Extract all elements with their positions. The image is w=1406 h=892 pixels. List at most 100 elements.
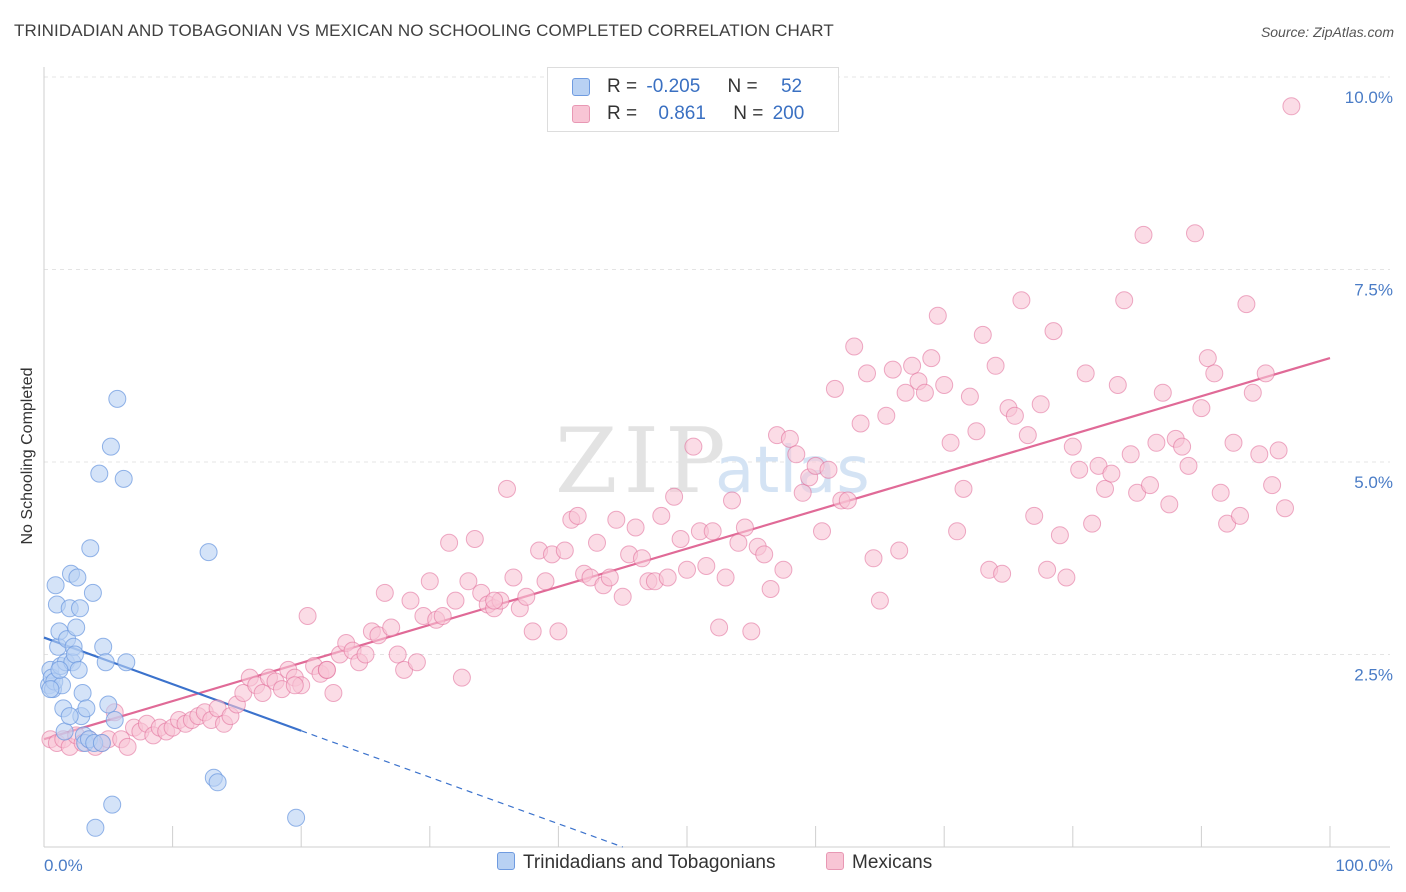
data-points: [40, 97, 1301, 837]
legend-n-value: 52: [780, 76, 803, 97]
point-trinidadian: [60, 707, 79, 726]
point-mexican: [633, 549, 651, 568]
point-mexican: [568, 506, 587, 525]
legend-r-label: R =: [607, 103, 638, 124]
watermark-zip: ZIP: [555, 409, 732, 514]
point-trinidadian: [99, 695, 118, 714]
series-legend-mexican[interactable]: Mexicans: [826, 852, 932, 874]
point-mexican: [915, 383, 934, 402]
y-tick-label: 5.0%: [1354, 473, 1393, 492]
gridlines: [44, 76, 1390, 655]
point-mexican: [1160, 495, 1179, 514]
point-trinidadian: [50, 660, 69, 679]
point-mexican: [960, 387, 979, 406]
point-mexican: [1205, 364, 1224, 383]
point-mexican: [1102, 464, 1121, 483]
point-mexican: [652, 506, 671, 525]
point-mexican: [1147, 433, 1166, 452]
point-mexican: [703, 522, 722, 541]
point-mexican: [407, 653, 426, 672]
point-mexican: [755, 545, 774, 564]
point-mexican: [678, 560, 696, 579]
point-mexican: [658, 568, 677, 587]
point-mexican: [1108, 376, 1127, 394]
point-mexican: [498, 479, 516, 498]
point-mexican: [1063, 437, 1082, 456]
y-tick-label: 2.5%: [1354, 666, 1393, 685]
point-mexican: [941, 433, 960, 452]
legend-swatch-pink: [572, 105, 590, 123]
point-trinidadian: [105, 711, 124, 729]
point-mexican: [1018, 426, 1037, 445]
point-mexican: [1031, 395, 1050, 414]
point-mexican: [1237, 295, 1256, 314]
point-mexican: [1179, 456, 1198, 475]
point-mexican: [1276, 499, 1294, 518]
point-trinidadian: [101, 437, 120, 456]
point-mexican: [504, 568, 523, 587]
source-label: Source: ZipAtlas.com: [1260, 24, 1394, 40]
legend-r-value: -0.205: [646, 76, 701, 97]
x-tick-label: 0.0%: [44, 856, 83, 875]
series-swatch-pink: [826, 852, 844, 870]
point-mexican: [253, 684, 272, 702]
point-mexican: [1025, 506, 1044, 525]
point-mexican: [420, 572, 439, 591]
point-mexican: [1256, 364, 1275, 383]
point-mexican: [890, 541, 909, 560]
point-mexican: [922, 349, 941, 368]
series-legend-trinidadian[interactable]: Trinidadians and Tobagonians: [497, 852, 775, 874]
point-trinidadian: [114, 469, 133, 488]
trend-line-trinidadian-extension: [300, 730, 623, 848]
point-mexican: [600, 568, 619, 587]
point-mexican: [870, 591, 889, 610]
point-mexican: [356, 645, 375, 664]
point-mexican: [382, 618, 401, 637]
point-mexican: [588, 533, 606, 552]
point-trinidadian: [68, 568, 87, 587]
point-mexican: [1115, 291, 1134, 310]
point-mexican: [710, 618, 729, 637]
axes: [43, 67, 1390, 848]
point-trinidadian: [41, 680, 60, 699]
point-mexican: [928, 306, 947, 325]
point-mexican: [298, 607, 317, 625]
point-mexican: [986, 356, 1005, 375]
point-mexican: [993, 564, 1012, 583]
point-mexican: [324, 684, 343, 702]
point-mexican: [1076, 364, 1095, 383]
point-mexican: [671, 530, 690, 548]
point-mexican: [285, 676, 304, 695]
point-mexican: [549, 622, 568, 641]
point-trinidadian: [81, 539, 100, 558]
point-trinidadian: [287, 808, 306, 827]
point-mexican: [838, 491, 857, 510]
point-trinidadian: [208, 773, 227, 792]
point-mexican: [1263, 476, 1282, 495]
point-trinidadian: [117, 653, 136, 672]
point-mexican: [973, 325, 992, 344]
point-trinidadian: [92, 734, 111, 752]
stats-legend: R = -0.205 N = 52 R = 0.861 N = 200: [547, 67, 839, 132]
point-mexican: [967, 422, 986, 441]
point-trinidadian: [73, 684, 92, 702]
point-mexican: [851, 414, 870, 433]
tick-labels: 2.5% 5.0% 7.5% 10.0% 0.0% 100.0%: [44, 88, 1393, 875]
point-mexican: [118, 737, 137, 756]
point-mexican: [375, 583, 394, 602]
point-trinidadian: [108, 389, 127, 408]
point-mexican: [1141, 476, 1159, 495]
point-mexican: [1198, 349, 1217, 368]
point-trinidadian: [77, 699, 96, 718]
point-trinidadian: [69, 660, 88, 679]
chart-title: TRINIDADIAN AND TOBAGONIAN VS MEXICAN NO…: [14, 21, 834, 40]
point-mexican: [485, 591, 504, 610]
point-mexican: [684, 437, 703, 456]
point-trinidadian: [94, 637, 113, 656]
x-tick-label: 100.0%: [1335, 856, 1393, 875]
point-mexican: [742, 622, 761, 641]
point-mexican: [735, 518, 754, 537]
point-mexican: [1186, 224, 1204, 243]
legend-n-label: N =: [727, 76, 758, 97]
